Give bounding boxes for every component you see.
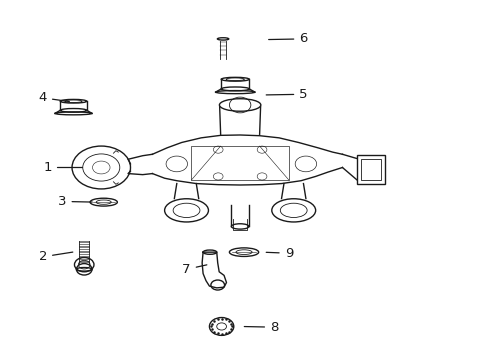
- Text: 4: 4: [39, 91, 70, 104]
- Text: 7: 7: [182, 263, 207, 276]
- Text: 5: 5: [266, 88, 308, 101]
- Text: 6: 6: [269, 32, 308, 45]
- Text: 3: 3: [58, 195, 92, 208]
- Text: 9: 9: [266, 247, 293, 260]
- Text: 1: 1: [44, 161, 82, 174]
- Text: 8: 8: [245, 321, 278, 334]
- Text: 2: 2: [39, 250, 73, 263]
